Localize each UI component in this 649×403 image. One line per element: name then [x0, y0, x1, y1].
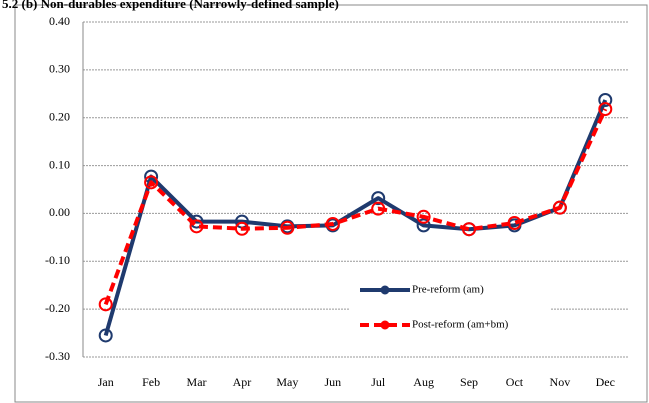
point-marker [598, 93, 613, 108]
x-tick-label: Mar [187, 375, 207, 389]
x-tick-label: Jul [371, 375, 386, 389]
x-tick-label: May [276, 375, 298, 389]
x-tick-label: Sep [460, 375, 478, 389]
y-tick-label: -0.20 [45, 301, 70, 315]
y-tick-label: 0.20 [49, 109, 70, 123]
x-tick-label: Aug [413, 375, 434, 389]
chart-title: 5.2 (b) Non-durables expenditure (Narrow… [2, 0, 339, 11]
series-line [103, 108, 608, 306]
y-tick-label: 0.00 [49, 205, 70, 219]
point-marker [507, 216, 522, 230]
point-marker [144, 175, 159, 190]
legend-marker [380, 320, 390, 330]
y-tick-label: -0.30 [45, 349, 70, 363]
point-marker [371, 191, 386, 206]
x-tick-label: Oct [506, 375, 524, 389]
chart-frame [14, 4, 648, 403]
legend-label: Post-reform (am+bm) [412, 319, 509, 331]
x-tick-label: Nov [550, 375, 571, 389]
point-marker [416, 209, 431, 224]
point-marker [552, 200, 567, 215]
point-marker [234, 221, 249, 236]
x-tick-label: Jun [324, 375, 341, 389]
point-marker [598, 102, 613, 117]
y-tick-label: 0.10 [49, 157, 70, 171]
x-tick-label: Dec [596, 375, 615, 389]
y-tick-label: 0.40 [49, 14, 70, 28]
legend-label: Pre-reform (am) [412, 284, 484, 296]
point-marker [462, 222, 477, 237]
legend-marker [380, 285, 390, 295]
point-marker [416, 218, 431, 233]
x-tick-label: Jan [98, 375, 114, 389]
point-marker [189, 219, 204, 234]
y-tick-label: 0.30 [49, 62, 70, 76]
point-marker [98, 297, 113, 312]
point-marker [325, 216, 340, 231]
point-marker [280, 220, 295, 235]
point-marker [98, 328, 113, 343]
x-tick-label: Feb [142, 375, 160, 389]
x-tick-label: Apr [233, 375, 252, 389]
y-tick-label: -0.10 [45, 253, 70, 267]
point-marker [371, 201, 386, 216]
